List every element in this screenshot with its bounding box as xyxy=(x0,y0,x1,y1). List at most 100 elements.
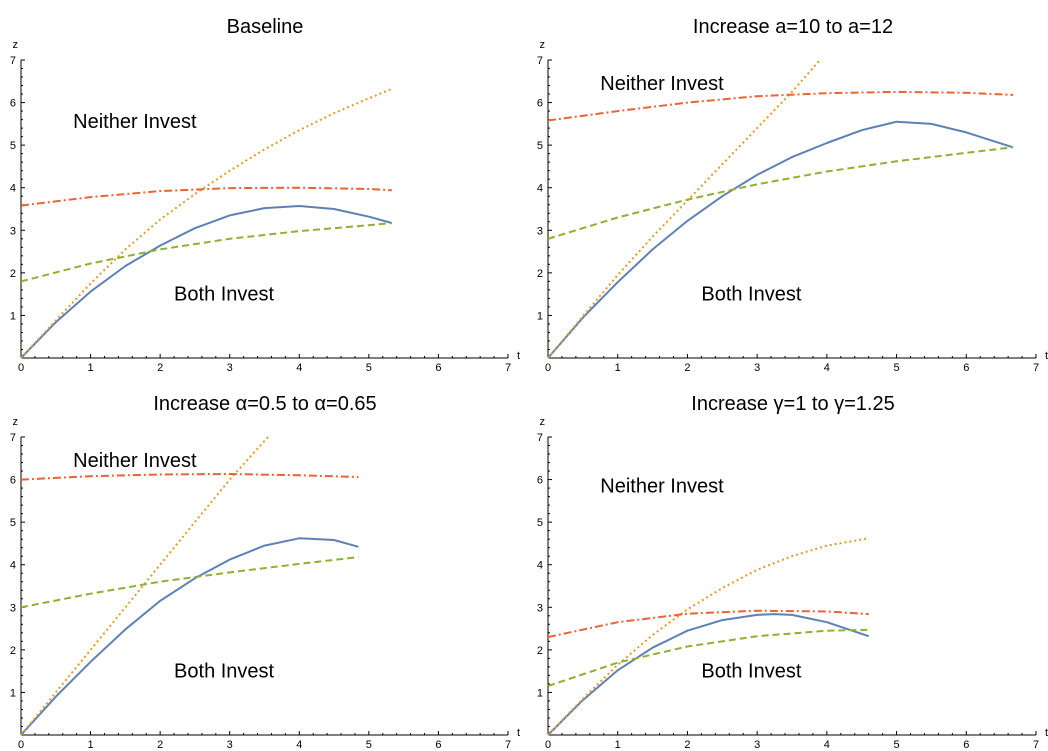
y-tick-label: 6 xyxy=(537,98,543,110)
y-tick-label: 4 xyxy=(537,183,543,195)
y-tick-label: 3 xyxy=(537,225,543,237)
y-tick-label: 2 xyxy=(10,268,16,280)
y-tick-label: 3 xyxy=(537,602,543,614)
x-tick-label: 3 xyxy=(227,739,233,751)
y-tick-label: 6 xyxy=(10,98,16,110)
series-line-dashed xyxy=(20,556,359,609)
y-axis-label: z xyxy=(13,39,19,51)
panel-title: Increase α=0.5 to α=0.65 xyxy=(153,393,376,415)
y-tick-label: 1 xyxy=(537,310,543,322)
x-tick-label: 7 xyxy=(505,739,511,751)
series-line-dashdot xyxy=(547,90,1014,122)
panel-increase-a: Increase a=10 to a=12 0 1 2 3 4 5 6 71234567tzN… xyxy=(537,16,1048,374)
x-tick-label: 2 xyxy=(684,739,690,751)
x-tick-label: 3 xyxy=(754,739,760,751)
region-label: Both Invest xyxy=(701,284,802,306)
series-line-solid xyxy=(547,613,870,736)
x-tick-label: 0 xyxy=(545,362,551,374)
x-tick-label: 1 xyxy=(615,362,621,374)
x-axis-label: t xyxy=(517,350,520,362)
series-line-dashdot xyxy=(20,186,392,207)
series-line-dashed xyxy=(547,628,869,687)
x-tick-label: 2 xyxy=(157,739,163,751)
x-tick-label: 7 xyxy=(1033,739,1039,751)
y-tick-label: 2 xyxy=(537,645,543,657)
series-line-dashed xyxy=(20,222,392,283)
y-tick-label: 1 xyxy=(10,687,16,699)
x-axis-label: t xyxy=(517,727,520,739)
y-tick-label: 1 xyxy=(10,310,16,322)
y-tick-label: 7 xyxy=(537,55,543,67)
x-tick-label: 6 xyxy=(963,739,969,751)
y-tick-label: 6 xyxy=(537,475,543,487)
series-line-dotted xyxy=(547,537,869,736)
series-line-dashed xyxy=(547,146,1014,240)
x-tick-label: 1 xyxy=(615,739,621,751)
y-tick-label: 4 xyxy=(537,560,543,572)
x-tick-label: 1 xyxy=(88,739,94,751)
x-tick-label: 6 xyxy=(435,739,441,751)
y-tick-label: 5 xyxy=(537,517,543,529)
y-tick-label: 4 xyxy=(10,560,16,572)
panel-title: Increase γ=1 to γ=1.25 xyxy=(691,393,894,415)
region-label: Neither Invest xyxy=(600,475,724,497)
series-line-solid xyxy=(20,205,393,359)
series-line-dotted xyxy=(20,436,269,736)
x-tick-label: 7 xyxy=(505,362,511,374)
y-axis-label: z xyxy=(540,39,546,51)
x-tick-label: 0 xyxy=(18,362,24,374)
x-tick-label: 3 xyxy=(754,362,760,374)
y-tick-label: 1 xyxy=(537,687,543,699)
panel-increase-alpha: Increase α=0.5 to α=0.65 0 1 2 3 4 5 6 7 1 2 3 4 5 6 7… xyxy=(10,393,520,751)
region-label: Both Invest xyxy=(174,284,275,306)
x-tick-label: 4 xyxy=(296,362,302,374)
x-tick-label: 4 xyxy=(824,739,830,751)
region-label: Neither Invest xyxy=(73,111,197,133)
x-tick-label: 2 xyxy=(684,362,690,374)
y-tick-label: 5 xyxy=(537,140,543,152)
x-tick-label: 5 xyxy=(894,362,900,374)
y-tick-label: 7 xyxy=(10,55,16,67)
series-line-dashdot xyxy=(547,609,869,639)
x-tick-label: 2 xyxy=(157,362,163,374)
panel-title: Baseline xyxy=(227,16,304,38)
region-label: Neither Invest xyxy=(73,450,197,472)
x-tick-label: 6 xyxy=(435,362,441,374)
x-tick-label: 5 xyxy=(366,739,372,751)
y-axis-label: z xyxy=(13,416,19,428)
x-tick-label: 0 xyxy=(545,739,551,751)
x-tick-label: 4 xyxy=(296,739,302,751)
y-tick-label: 5 xyxy=(10,517,16,529)
y-tick-label: 2 xyxy=(10,645,16,657)
x-tick-label: 3 xyxy=(227,362,233,374)
region-label: Neither Invest xyxy=(600,73,724,95)
panel-title: Increase a=10 to a=12 xyxy=(693,16,893,38)
y-tick-label: 6 xyxy=(10,475,16,487)
series-line-dotted xyxy=(20,87,393,359)
y-axis-label: z xyxy=(540,416,546,428)
y-tick-label: 3 xyxy=(10,602,16,614)
x-tick-label: 4 xyxy=(824,362,830,374)
y-tick-label: 7 xyxy=(10,432,16,444)
y-tick-label: 2 xyxy=(537,268,543,280)
series-line-solid xyxy=(20,537,359,736)
x-tick-label: 5 xyxy=(894,739,900,751)
series-line-dashdot xyxy=(20,473,359,481)
x-tick-label: 1 xyxy=(88,362,94,374)
y-tick-label: 3 xyxy=(10,225,16,237)
y-tick-label: 7 xyxy=(537,432,543,444)
series-line-solid xyxy=(547,120,1014,359)
x-tick-label: 0 xyxy=(18,739,24,751)
y-tick-label: 5 xyxy=(10,140,16,152)
x-axis-label: t xyxy=(1045,727,1048,739)
series-line-dotted xyxy=(547,59,821,359)
panel-increase-gamma: Increase γ=1 to γ=1.25 0 1 2 3 4 5 6 71234567tz… xyxy=(537,393,1048,751)
x-axis-label: t xyxy=(1045,350,1048,362)
region-label: Both Invest xyxy=(174,661,275,683)
y-tick-label: 4 xyxy=(10,183,16,195)
region-label: Both Invest xyxy=(701,661,802,683)
x-tick-label: 5 xyxy=(366,362,372,374)
x-tick-label: 7 xyxy=(1033,362,1039,374)
